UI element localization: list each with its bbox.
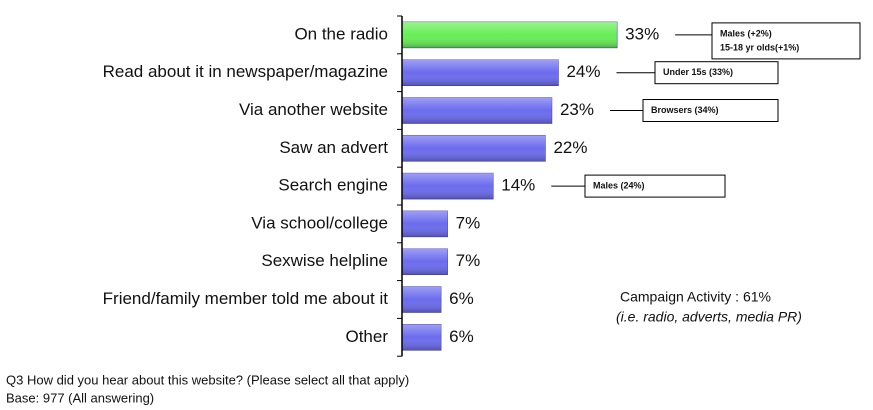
bar-shade <box>402 21 618 48</box>
value-label: 7% <box>456 251 481 270</box>
category-label: Saw an advert <box>279 138 388 157</box>
value-label: 23% <box>560 100 594 119</box>
annotation-text: Males (24%) <box>593 180 645 190</box>
annotation-text: 15-18 yr olds(+1%) <box>720 42 799 52</box>
annotation-box <box>642 99 779 122</box>
category-label: Read about it in newspaper/magazine <box>103 62 388 81</box>
category-label: Search engine <box>278 176 388 195</box>
value-label: 22% <box>553 138 587 157</box>
category-label: Via school/college <box>251 213 388 232</box>
annotation-text: Under 15s (33%) <box>663 67 733 77</box>
value-label: 7% <box>456 213 481 232</box>
category-label: Sexwise helpline <box>261 251 388 270</box>
bar-shade <box>402 135 546 162</box>
bar-shade <box>402 248 448 275</box>
bar-shade <box>402 210 448 237</box>
annotation-text: Browsers (34%) <box>651 105 719 115</box>
bar-shade <box>402 97 552 124</box>
annotation-box <box>711 22 861 60</box>
footnote: Q3 How did you hear about this website? … <box>6 372 409 387</box>
bar-shade <box>402 286 442 313</box>
bar-shade <box>402 173 494 200</box>
note-line: Campaign Activity : 61% <box>620 289 771 305</box>
category-label: Other <box>345 327 388 346</box>
value-label: 6% <box>449 327 474 346</box>
value-label: 6% <box>449 289 474 308</box>
category-label: Friend/family member told me about it <box>103 289 389 308</box>
annotation-text: Males (+2%) <box>720 28 772 38</box>
bar-shade <box>402 59 559 86</box>
value-label: 33% <box>625 24 659 43</box>
value-label: 14% <box>501 176 535 195</box>
note-line: (i.e. radio, adverts, media PR) <box>616 309 802 325</box>
category-label: Via another website <box>239 100 388 119</box>
annotation-box <box>654 61 779 85</box>
footnote: Base: 977 (All answering) <box>6 390 154 405</box>
value-label: 24% <box>566 62 600 81</box>
bar-shade <box>402 324 442 351</box>
category-label: On the radio <box>294 24 388 43</box>
annotation-box <box>584 174 726 198</box>
